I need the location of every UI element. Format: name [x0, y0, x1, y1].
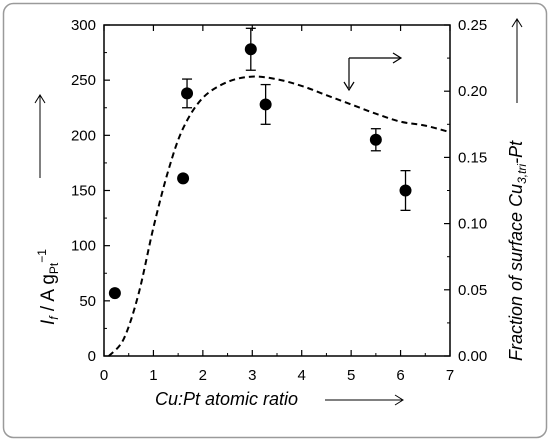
- right-axis-arrow-icon: [511, 18, 523, 103]
- data-series: [108, 27, 412, 300]
- left-tick-label: 50: [79, 293, 96, 310]
- left-axis-ticks: 0 50 100 150 200 250 300: [71, 17, 110, 365]
- data-point: [369, 133, 382, 146]
- right-tick-label: 0.15: [458, 149, 487, 166]
- data-point: [181, 87, 194, 100]
- right-tick-label: 0.25: [458, 17, 487, 34]
- x-tick-label: 4: [298, 367, 306, 384]
- data-point: [399, 184, 412, 197]
- right-axis-label-text: Fraction of surface Cu3,tri-Pt: [506, 140, 529, 361]
- right-tick-label: 0.00: [458, 348, 487, 365]
- x-axis-ticks: 0 1 2 3 4 5 6 7: [100, 25, 454, 384]
- right-tick-label: 0.05: [458, 282, 487, 299]
- x-tick-label: 3: [248, 367, 256, 384]
- right-tick-label: 0.20: [458, 83, 487, 100]
- right-axis-label: Fraction of surface Cu3,tri-Pt: [506, 140, 529, 361]
- data-point: [108, 287, 121, 300]
- x-tick-label: 1: [149, 367, 157, 384]
- curve-series: [108, 75, 451, 357]
- left-axis-arrow-icon: [34, 94, 46, 178]
- right-axis-pointer-icon: [343, 52, 403, 92]
- x-tick-label: 2: [199, 367, 207, 384]
- x-tick-label: 5: [347, 367, 355, 384]
- surface-fraction-curve: [108, 75, 451, 357]
- data-point: [259, 98, 272, 111]
- data-point: [244, 43, 257, 56]
- left-tick-label: 200: [71, 127, 96, 144]
- left-axis-label-text: If / A gPt−1: [35, 249, 61, 325]
- left-tick-label: 0: [88, 348, 96, 365]
- x-tick-label: 0: [100, 367, 108, 384]
- left-tick-label: 300: [71, 17, 96, 34]
- x-tick-label: 6: [396, 367, 404, 384]
- right-axis-ticks: 0.00 0.05 0.10 0.15 0.20 0.25: [444, 17, 487, 365]
- x-tick-label: 7: [446, 367, 454, 384]
- data-point: [177, 172, 190, 185]
- left-tick-label: 150: [71, 183, 96, 200]
- x-axis-label: Cu:Pt atomic ratio: [155, 389, 298, 409]
- right-tick-label: 0.10: [458, 216, 487, 233]
- x-axis-arrow-icon: [325, 394, 404, 406]
- left-axis-label: If / A gPt−1: [35, 249, 61, 325]
- left-tick-label: 250: [71, 72, 96, 89]
- left-tick-label: 100: [71, 238, 96, 255]
